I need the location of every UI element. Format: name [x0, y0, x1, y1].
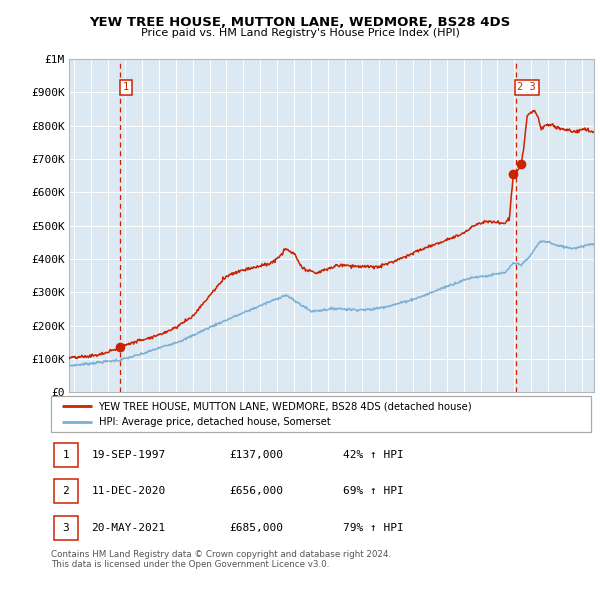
Text: 1: 1	[62, 450, 69, 460]
Text: 42% ↑ HPI: 42% ↑ HPI	[343, 450, 403, 460]
Text: Contains HM Land Registry data © Crown copyright and database right 2024.
This d: Contains HM Land Registry data © Crown c…	[51, 550, 391, 569]
Text: 11-DEC-2020: 11-DEC-2020	[91, 486, 166, 496]
Text: £685,000: £685,000	[229, 523, 283, 533]
Text: YEW TREE HOUSE, MUTTON LANE, WEDMORE, BS28 4DS: YEW TREE HOUSE, MUTTON LANE, WEDMORE, BS…	[89, 16, 511, 29]
Text: HPI: Average price, detached house, Somerset: HPI: Average price, detached house, Some…	[98, 417, 330, 427]
Text: 3: 3	[62, 523, 69, 533]
Text: £137,000: £137,000	[229, 450, 283, 460]
Text: 69% ↑ HPI: 69% ↑ HPI	[343, 486, 403, 496]
Text: £656,000: £656,000	[229, 486, 283, 496]
Text: 19-SEP-1997: 19-SEP-1997	[91, 450, 166, 460]
FancyBboxPatch shape	[51, 396, 591, 432]
Text: 20-MAY-2021: 20-MAY-2021	[91, 523, 166, 533]
Text: 1: 1	[122, 83, 129, 92]
Text: 2 3: 2 3	[517, 83, 536, 92]
FancyBboxPatch shape	[54, 442, 78, 467]
Text: 2: 2	[62, 486, 69, 496]
Text: YEW TREE HOUSE, MUTTON LANE, WEDMORE, BS28 4DS (detached house): YEW TREE HOUSE, MUTTON LANE, WEDMORE, BS…	[98, 401, 472, 411]
FancyBboxPatch shape	[54, 479, 78, 503]
Text: Price paid vs. HM Land Registry's House Price Index (HPI): Price paid vs. HM Land Registry's House …	[140, 28, 460, 38]
FancyBboxPatch shape	[54, 516, 78, 540]
Text: 79% ↑ HPI: 79% ↑ HPI	[343, 523, 403, 533]
